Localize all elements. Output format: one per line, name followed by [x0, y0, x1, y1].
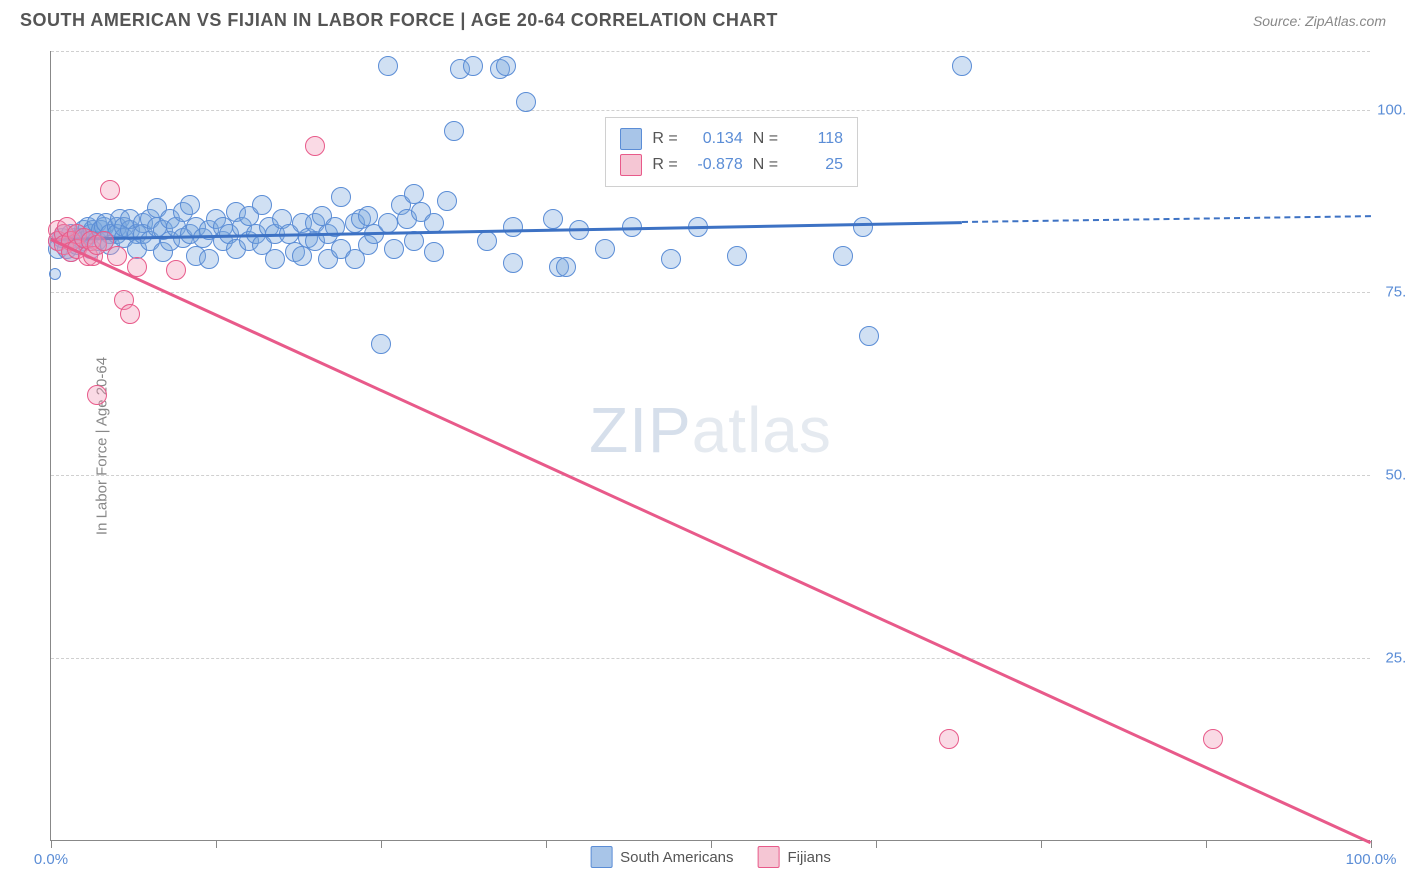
- legend-r-value: -0.878: [688, 156, 743, 174]
- data-point: [477, 231, 497, 251]
- x-tick-label: 0.0%: [34, 851, 68, 868]
- gridline: [51, 292, 1370, 293]
- data-point: [503, 217, 523, 237]
- data-point: [952, 56, 972, 76]
- trend-line-dash: [962, 215, 1371, 223]
- legend-item: South Americans: [590, 846, 733, 868]
- data-point: [1203, 729, 1223, 749]
- data-point: [444, 121, 464, 141]
- data-point: [180, 195, 200, 215]
- y-tick-label: 25.0%: [1385, 650, 1406, 667]
- data-point: [120, 304, 140, 324]
- x-tick: [546, 840, 547, 848]
- legend-swatch: [758, 846, 780, 868]
- data-point: [853, 217, 873, 237]
- series-legend: South Americans Fijians: [590, 846, 831, 868]
- data-point: [463, 56, 483, 76]
- y-axis-label: In Labor Force | Age 20-64: [94, 356, 111, 534]
- data-point: [265, 249, 285, 269]
- data-point: [305, 136, 325, 156]
- data-point: [424, 242, 444, 262]
- data-point: [371, 334, 391, 354]
- data-point: [49, 268, 61, 280]
- watermark-part1: ZIP: [589, 394, 692, 466]
- legend-r-label: R =: [652, 156, 677, 174]
- data-point: [833, 246, 853, 266]
- data-point: [859, 326, 879, 346]
- data-point: [331, 187, 351, 207]
- x-tick: [216, 840, 217, 848]
- legend-row: R = -0.878 N = 25: [620, 152, 843, 178]
- data-point: [358, 206, 378, 226]
- legend-n-value: 118: [788, 130, 843, 148]
- data-point: [199, 249, 219, 269]
- data-point: [727, 246, 747, 266]
- legend-swatch: [620, 154, 642, 176]
- legend-n-label: N =: [753, 130, 778, 148]
- data-point: [404, 184, 424, 204]
- y-tick-label: 50.0%: [1385, 467, 1406, 484]
- legend-n-label: N =: [753, 156, 778, 174]
- legend-item: Fijians: [758, 846, 831, 868]
- gridline: [51, 475, 1370, 476]
- legend-swatch: [590, 846, 612, 868]
- legend-n-value: 25: [788, 156, 843, 174]
- data-point: [166, 260, 186, 280]
- legend-label: Fijians: [788, 849, 831, 866]
- data-point: [496, 56, 516, 76]
- data-point: [384, 239, 404, 259]
- data-point: [378, 213, 398, 233]
- data-point: [503, 253, 523, 273]
- trend-line: [50, 238, 1371, 844]
- data-point: [404, 231, 424, 251]
- watermark-part2: atlas: [692, 394, 832, 466]
- watermark: ZIPatlas: [589, 393, 832, 467]
- data-point: [437, 191, 457, 211]
- correlation-legend: R = 0.134 N = 118 R = -0.878 N = 25: [605, 117, 858, 187]
- data-point: [252, 195, 272, 215]
- y-tick-label: 100.0%: [1377, 101, 1406, 118]
- data-point: [87, 385, 107, 405]
- y-tick-label: 75.0%: [1385, 284, 1406, 301]
- correlation-chart: In Labor Force | Age 20-64 ZIPatlas 25.0…: [50, 51, 1370, 841]
- legend-label: South Americans: [620, 849, 733, 866]
- legend-r-label: R =: [652, 130, 677, 148]
- x-tick: [876, 840, 877, 848]
- x-tick-label: 100.0%: [1346, 851, 1397, 868]
- x-tick: [1041, 840, 1042, 848]
- data-point: [556, 257, 576, 277]
- legend-swatch: [620, 128, 642, 150]
- source-label: Source: ZipAtlas.com: [1253, 13, 1386, 29]
- gridline: [51, 51, 1370, 52]
- data-point: [100, 180, 120, 200]
- gridline: [51, 110, 1370, 111]
- chart-title: SOUTH AMERICAN VS FIJIAN IN LABOR FORCE …: [20, 10, 778, 31]
- legend-r-value: 0.134: [688, 130, 743, 148]
- data-point: [516, 92, 536, 112]
- legend-row: R = 0.134 N = 118: [620, 126, 843, 152]
- x-tick: [381, 840, 382, 848]
- data-point: [939, 729, 959, 749]
- x-tick: [51, 840, 52, 848]
- data-point: [661, 249, 681, 269]
- data-point: [378, 56, 398, 76]
- x-tick: [1206, 840, 1207, 848]
- gridline: [51, 658, 1370, 659]
- data-point: [595, 239, 615, 259]
- data-point: [107, 246, 127, 266]
- data-point: [543, 209, 563, 229]
